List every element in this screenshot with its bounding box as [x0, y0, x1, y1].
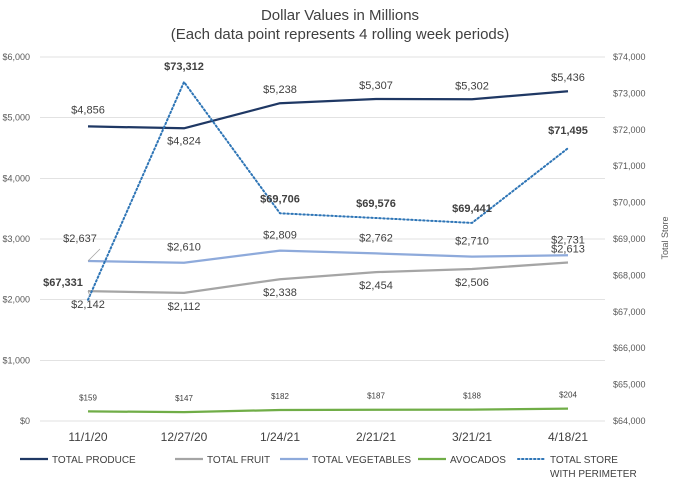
series — [87, 81, 569, 414]
left-tick-label: $2,000 — [2, 295, 30, 305]
data-label: $5,307 — [359, 80, 393, 92]
right-tick-label: $67,000 — [613, 307, 646, 317]
data-label: $188 — [463, 392, 481, 401]
right-axis-title: Total Store — [660, 216, 670, 259]
left-tick-label: $0 — [20, 416, 30, 426]
data-label: $5,436 — [551, 72, 585, 84]
x-tick-label: 3/21/21 — [452, 430, 492, 444]
data-label: $2,610 — [167, 242, 201, 254]
data-label: $69,441 — [452, 203, 492, 215]
data-label: $5,238 — [263, 84, 297, 96]
chart-title-line-1: Dollar Values in Millions — [261, 7, 419, 24]
data-labels: $4,856 $4,824 $5,238 $5,307 $5,302 $5,436 $2,1… — [43, 61, 588, 403]
left-tick-label: $3,000 — [2, 234, 30, 244]
data-label: $2,112 — [168, 301, 201, 313]
x-tick-label: 1/24/21 — [260, 430, 300, 444]
left-tick-label: $6,000 — [2, 52, 30, 62]
data-label: $204 — [559, 391, 577, 400]
data-label: $147 — [175, 394, 193, 403]
right-tick-label: $65,000 — [613, 380, 646, 390]
left-y-axis: $0 $1,000 $2,000 $3,000 $4,000 $5,000 $6,000 — [2, 52, 30, 426]
data-label: $159 — [79, 393, 97, 402]
right-tick-label: $69,000 — [613, 234, 646, 244]
data-label: $2,637 — [63, 233, 97, 245]
x-tick-label: 4/18/21 — [548, 430, 588, 444]
label-leader-line — [87, 290, 91, 297]
x-tick-label: 12/27/20 — [161, 430, 208, 444]
right-tick-label: $73,000 — [613, 88, 646, 98]
data-label: $69,706 — [260, 193, 300, 205]
chart-title-line-2: (Each data point represents 4 rolling we… — [171, 26, 510, 43]
x-tick-label: 2/21/21 — [356, 430, 396, 444]
data-label: $5,302 — [455, 80, 489, 92]
right-tick-label: $68,000 — [613, 270, 646, 280]
right-tick-label: $66,000 — [613, 343, 646, 353]
series-line-4 — [87, 81, 569, 301]
series-line-2 — [87, 249, 569, 264]
left-tick-label: $4,000 — [2, 173, 30, 183]
left-tick-label: $1,000 — [2, 355, 30, 365]
data-label: $2,613 — [551, 243, 585, 255]
x-axis: 11/1/20 12/27/20 1/24/21 2/21/21 3/21/21 4/18… — [68, 430, 588, 444]
left-tick-label: $5,000 — [2, 113, 30, 123]
legend-label: TOTAL FRUIT — [207, 455, 270, 466]
data-label: $73,312 — [164, 61, 204, 73]
right-tick-label: $72,000 — [613, 125, 646, 135]
data-label: $2,454 — [359, 280, 393, 292]
right-tick-label: $74,000 — [613, 52, 646, 62]
data-label: $69,576 — [356, 198, 396, 210]
legend: TOTAL PRODUCE TOTAL FRUIT TOTAL VEGETABLES… — [20, 455, 637, 480]
data-label: $4,856 — [71, 104, 105, 116]
data-label: $2,338 — [263, 287, 297, 299]
x-tick-label: 11/1/20 — [68, 430, 107, 444]
data-label: $67,331 — [43, 277, 83, 289]
right-y-axis: $64,000 $65,000 $66,000 $67,000 $68,000 $69,0… — [613, 52, 646, 426]
label-leader-line — [87, 248, 101, 262]
data-label: $187 — [367, 392, 385, 401]
data-label: $2,809 — [263, 230, 297, 242]
data-label: $182 — [271, 392, 289, 401]
data-label: $2,506 — [455, 277, 489, 289]
right-tick-label: $64,000 — [613, 416, 646, 426]
gridlines — [40, 56, 605, 422]
right-tick-label: $71,000 — [613, 161, 646, 171]
legend-label: TOTAL STORE — [550, 455, 618, 466]
data-label: $4,824 — [167, 135, 201, 147]
legend-label: AVOCADOS — [450, 455, 506, 466]
right-tick-label: $70,000 — [613, 198, 646, 208]
legend-label: TOTAL PRODUCE — [52, 455, 136, 466]
data-label: $2,142 — [71, 299, 105, 311]
data-label: $2,710 — [455, 236, 489, 248]
series-line-3 — [87, 407, 569, 414]
legend-label: TOTAL VEGETABLES — [312, 455, 411, 466]
data-label: $71,495 — [548, 125, 588, 137]
data-label: $2,731 — [551, 234, 585, 246]
series-line-1 — [87, 261, 569, 295]
legend-label: WITH PERIMETER — [550, 469, 637, 480]
data-label: $2,762 — [359, 232, 393, 244]
series-line-0 — [87, 90, 569, 130]
